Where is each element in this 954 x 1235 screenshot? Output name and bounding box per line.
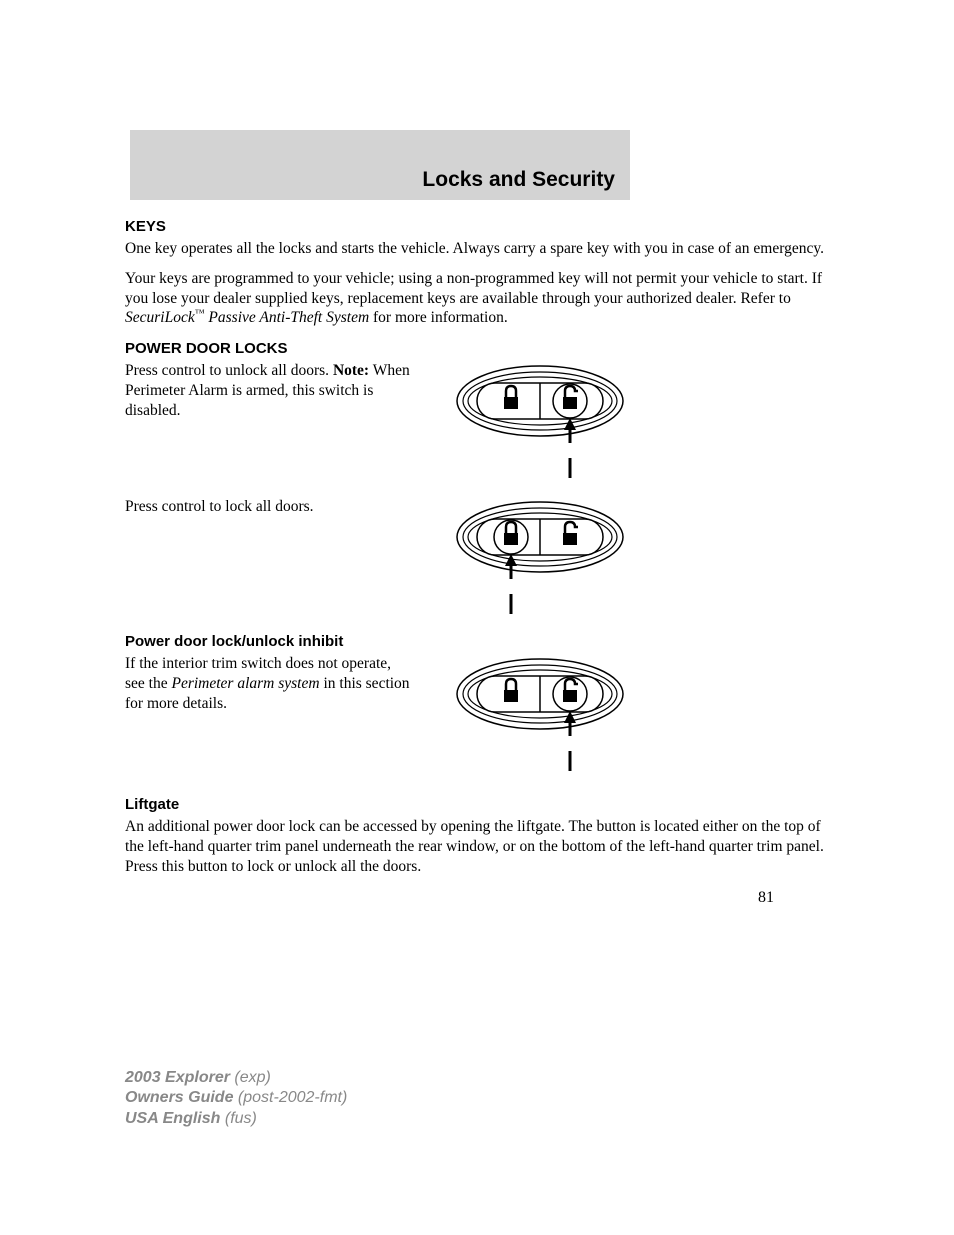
lock-row: Press control to lock all doors. bbox=[125, 497, 824, 619]
chapter-title: Locks and Security bbox=[422, 168, 615, 192]
page-content: Locks and Security KEYS One key operates… bbox=[0, 0, 954, 907]
keys-heading: KEYS bbox=[125, 218, 824, 235]
unlock-icon bbox=[553, 677, 587, 711]
keys-para1: One key operates all the locks and start… bbox=[125, 239, 824, 259]
inhibit-row: If the interior trim switch does not ope… bbox=[125, 654, 824, 776]
inhibit-switch-diagram bbox=[453, 656, 628, 776]
footer-line1: 2003 Explorer (exp) bbox=[125, 1068, 347, 1089]
inhibit-section: Power door lock/unlock inhibit If the in… bbox=[125, 633, 824, 776]
liftgate-text: An additional power door lock can be acc… bbox=[125, 817, 824, 876]
power-locks-section: POWER DOOR LOCKS Press control to unlock… bbox=[125, 340, 824, 619]
page-number: 81 bbox=[125, 889, 824, 907]
unlock-icon bbox=[563, 522, 578, 545]
lock-text: Press control to lock all doors. bbox=[125, 497, 410, 517]
footer-line2: Owners Guide (post-2002-fmt) bbox=[125, 1088, 347, 1109]
unlock-text: Press control to unlock all doors. Note:… bbox=[125, 361, 410, 420]
keys-section: KEYS One key operates all the locks and … bbox=[125, 218, 824, 328]
lock-icon bbox=[504, 386, 518, 409]
footer-line3: USA English (fus) bbox=[125, 1109, 347, 1130]
power-locks-heading: POWER DOOR LOCKS bbox=[125, 340, 824, 357]
inhibit-heading: Power door lock/unlock inhibit bbox=[125, 633, 824, 650]
lock-icon bbox=[504, 679, 518, 702]
unlock-row: Press control to unlock all doors. Note:… bbox=[125, 361, 824, 483]
inhibit-text: If the interior trim switch does not ope… bbox=[125, 654, 410, 713]
unlock-icon bbox=[553, 384, 587, 418]
unlock-switch-diagram bbox=[453, 363, 628, 483]
arrow-indicator bbox=[564, 711, 576, 771]
chapter-header: Locks and Security bbox=[130, 130, 630, 200]
lock-icon bbox=[494, 520, 528, 554]
arrow-indicator bbox=[505, 554, 517, 614]
liftgate-section: Liftgate An additional power door lock c… bbox=[125, 796, 824, 876]
footer-metadata: 2003 Explorer (exp) Owners Guide (post-2… bbox=[125, 1068, 347, 1130]
arrow-indicator bbox=[564, 418, 576, 478]
lock-switch-diagram bbox=[453, 499, 628, 619]
liftgate-heading: Liftgate bbox=[125, 796, 824, 813]
keys-para2: Your keys are programmed to your vehicle… bbox=[125, 269, 824, 329]
